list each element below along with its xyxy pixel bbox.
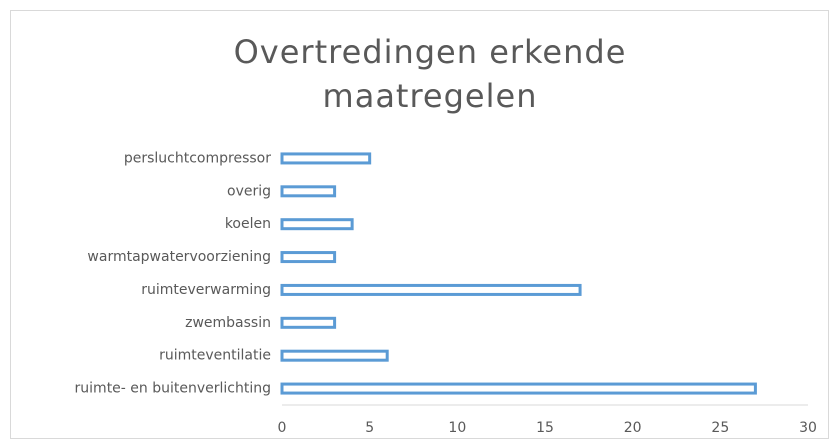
x-tick-label: 10 (448, 420, 466, 436)
x-tick-label: 15 (536, 420, 554, 436)
y-tick-label: ruimteverwarming (141, 282, 271, 298)
x-tick-label: 25 (711, 420, 729, 436)
x-tick-label: 20 (624, 420, 642, 436)
x-tick-label: 30 (799, 420, 817, 436)
bar (280, 218, 354, 231)
bar (280, 316, 337, 329)
chart-title: Overtredingen erkende maatregelen (233, 33, 627, 115)
y-tick-label: koelen (225, 216, 271, 232)
chart-border (10, 10, 829, 439)
bar (280, 283, 582, 296)
x-tick-label: 0 (278, 420, 287, 436)
y-tick-label: overig (227, 183, 271, 199)
y-tick-label: zwembassin (185, 315, 271, 331)
y-tick-label: persluchtcompressor (124, 150, 271, 166)
bar (280, 251, 337, 264)
bar (280, 349, 389, 362)
y-tick-label: ruimte- en buitenverlichting (75, 381, 271, 397)
bar (280, 185, 337, 198)
y-tick-label: ruimteventilatie (159, 348, 271, 364)
x-tick-label: 5 (365, 420, 374, 436)
y-tick-label: warmtapwatervoorziening (87, 249, 271, 265)
bar (280, 382, 757, 395)
bar (280, 152, 372, 165)
